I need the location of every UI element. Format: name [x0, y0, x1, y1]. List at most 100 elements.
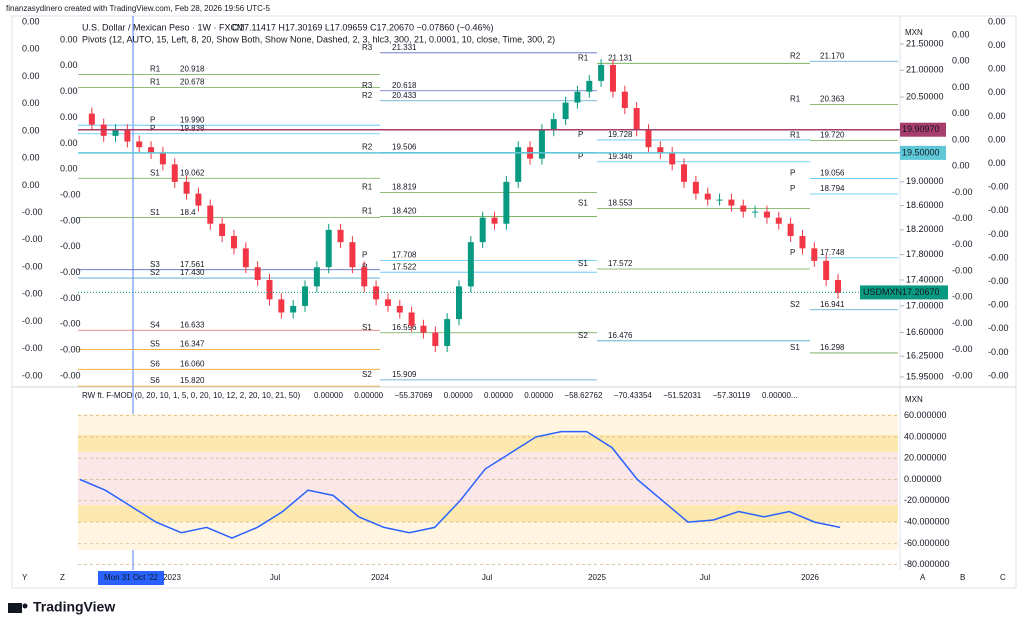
- pivot-value: 19.056: [820, 169, 845, 178]
- pivot-value: 20.618: [392, 81, 417, 90]
- candle: [467, 242, 474, 287]
- overlay-label: 0.00: [988, 87, 1006, 97]
- overlay-label: 0.00: [60, 112, 78, 122]
- osc-tick-label: 20.000000: [904, 453, 947, 463]
- crosshair-date-box: [98, 571, 164, 585]
- pivot-name: R1: [362, 207, 373, 216]
- pivot-name: S2: [790, 300, 800, 309]
- osc-readout: 0.00000: [524, 391, 553, 400]
- overlay-label: 0.00: [952, 82, 970, 92]
- overlay-label: 0.00: [22, 71, 40, 81]
- pivot-name: R3: [362, 43, 373, 52]
- overlay-label: 0.00: [988, 158, 1006, 168]
- pivot-name: S1: [150, 208, 160, 217]
- pivot-name: S1: [578, 199, 588, 208]
- overlay-label: -0.00: [988, 205, 1009, 215]
- pivot-value: 16.060: [180, 359, 205, 368]
- time-label: 2025: [588, 573, 606, 582]
- pivot-name: S1: [362, 323, 372, 332]
- osc-tick-label: -20.000000: [904, 495, 950, 505]
- brand: TradingView: [33, 599, 115, 615]
- candle: [574, 91, 581, 103]
- osc-readout: 0.00000: [314, 391, 343, 400]
- candle: [112, 130, 119, 136]
- pivot-value: 19.346: [608, 152, 633, 161]
- pivot-name: P: [790, 169, 795, 178]
- pivot-value: 21.331: [392, 43, 417, 52]
- candle: [148, 147, 155, 153]
- overlay-label: -0.00: [988, 276, 1009, 286]
- overlay-label: 0.00: [952, 134, 970, 144]
- axis-button: Z: [60, 573, 65, 582]
- overlay-label: -0.00: [60, 319, 81, 329]
- pivot-name: P: [150, 124, 155, 133]
- candle: [266, 279, 273, 300]
- overlay-label: -0.00: [952, 318, 973, 328]
- osc-band: [78, 435, 898, 452]
- candle: [669, 152, 676, 165]
- time-label: 2026: [801, 573, 819, 582]
- pivot-name: R2: [790, 51, 801, 60]
- pivot-name: S4: [150, 320, 160, 329]
- candle: [681, 164, 688, 182]
- overlay-label: -0.00: [952, 344, 973, 354]
- candle: [763, 211, 770, 218]
- overlay-label: 0.00: [952, 108, 970, 118]
- osc-band: [78, 452, 898, 505]
- candle: [503, 181, 510, 224]
- pivot-name: R1: [362, 183, 373, 192]
- price-tick-label: 21.00000: [906, 65, 944, 75]
- pivot-name: S2: [150, 268, 160, 277]
- candle: [609, 64, 616, 92]
- candle: [313, 267, 320, 287]
- overlay-label: -0.00: [22, 207, 43, 217]
- overlay-label: -0.00: [952, 370, 973, 380]
- time-label: 2023: [163, 573, 181, 582]
- time-label: Mon 31 Oct '22: [104, 573, 159, 582]
- frame: [11, 15, 1017, 589]
- pivot-value: 17.522: [392, 262, 417, 271]
- candle: [302, 286, 309, 306]
- candle: [823, 260, 830, 280]
- candle: [361, 267, 368, 287]
- candle: [171, 164, 178, 182]
- candle: [550, 119, 557, 131]
- price-tick-label: 16.60000: [906, 327, 944, 337]
- price-tick-label: 17.80000: [906, 249, 944, 259]
- overlay-label: 0.00: [952, 161, 970, 171]
- pivot-value: 15.820: [180, 376, 205, 385]
- pivot-name: S5: [150, 340, 160, 349]
- overlay-label: -0.00: [22, 370, 43, 380]
- badge: [900, 122, 946, 137]
- pivot-value: 17.748: [820, 248, 845, 257]
- pivot-name: S2: [578, 331, 588, 340]
- candle: [278, 299, 285, 313]
- overlay-label: -0.00: [988, 229, 1009, 239]
- pivot-name: S1: [150, 168, 160, 177]
- osc-readout: 0.00000: [484, 391, 513, 400]
- pivot-name: S2: [362, 370, 372, 379]
- candle: [692, 181, 699, 194]
- pivot-name: R1: [578, 53, 589, 62]
- pivot-name: R1: [790, 130, 801, 139]
- pivot-name: P: [790, 184, 795, 193]
- candle: [491, 217, 498, 224]
- overlay-label: -0.00: [60, 293, 81, 303]
- candle: [444, 319, 451, 346]
- overlay-label: -0.00: [60, 345, 81, 355]
- axis-button: C: [1000, 573, 1006, 582]
- overlay-label: -0.00: [22, 343, 43, 353]
- overlay-label: -0.00: [988, 347, 1009, 357]
- pivot-value: 19.720: [820, 130, 845, 139]
- pivot-name: R1: [790, 95, 801, 104]
- badge: [900, 145, 946, 160]
- axis-button: A: [920, 573, 926, 582]
- overlay-label: -0.00: [60, 267, 81, 277]
- candle: [207, 205, 214, 224]
- osc-tick-label: 0.000000: [904, 474, 942, 484]
- overlay-label: 0.00: [988, 16, 1006, 26]
- pivot-value: 17.430: [180, 268, 205, 277]
- overlay-label: -0.00: [952, 292, 973, 302]
- pivot-name: R2: [362, 91, 373, 100]
- pivot-name: S1: [790, 343, 800, 352]
